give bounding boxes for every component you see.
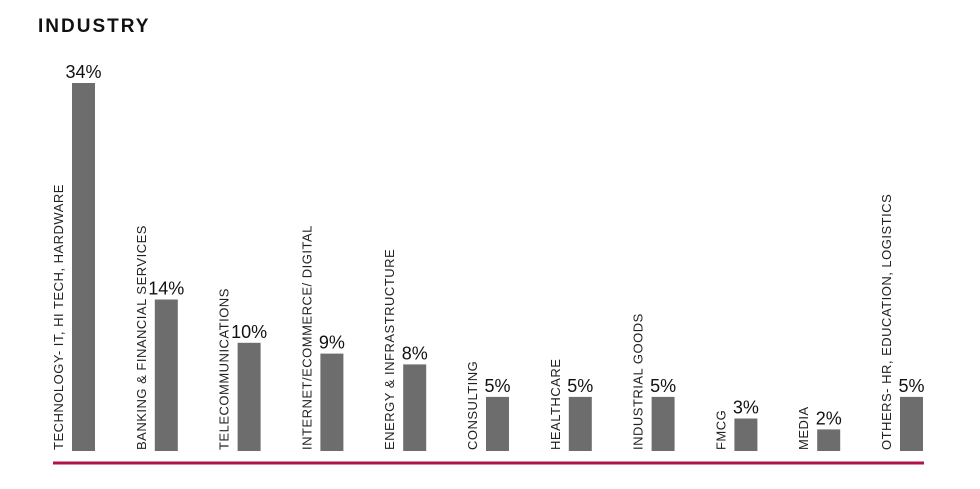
value-label-media: 2%	[816, 408, 842, 428]
bar-technology-it-hi-tech-hardware	[72, 83, 95, 451]
category-label-telecommunications: TELECOMMUNICATIONS	[217, 288, 232, 450]
category-label-energy-infrastructure: ENERGY & INFRASTRUCTURE	[382, 249, 397, 450]
value-label-others-hr-education-logistics: 5%	[898, 376, 924, 396]
value-label-banking-financial-services: 14%	[148, 279, 184, 299]
bar-fmcg	[734, 418, 758, 451]
category-label-healthcare: HEALTHCARE	[548, 359, 563, 450]
category-label-technology-it-hi-tech-hardware: TECHNOLOGY- IT, HI TECH, HARDWARE	[51, 184, 66, 450]
chart-title: INDUSTRY	[38, 16, 151, 37]
category-labels-group: TECHNOLOGY- IT, HI TECH, HARDWARE BANKING…	[51, 184, 894, 450]
value-label-energy-infrastructure: 8%	[402, 343, 428, 363]
value-labels-group: 34% 14% 10% 9% 8% 5% 5% 5% 3% 2% 5%	[65, 62, 924, 428]
value-label-internet-ecommerce-digital: 9%	[319, 333, 345, 353]
value-label-consulting: 5%	[484, 376, 510, 396]
value-label-healthcare: 5%	[567, 376, 593, 396]
value-label-telecommunications: 10%	[231, 322, 267, 342]
category-label-fmcg: FMCG	[713, 410, 728, 450]
category-label-banking-financial-services: BANKING & FINANCIAL SERVICES	[134, 225, 149, 450]
category-label-media: MEDIA	[796, 406, 811, 450]
bar-telecommunications	[237, 342, 261, 451]
category-label-industrial-goods: INDUSTRIAL GOODS	[631, 313, 646, 450]
value-label-industrial-goods: 5%	[650, 376, 676, 396]
value-label-technology-it-hi-tech-hardware: 34%	[65, 62, 101, 82]
category-label-others-hr-education-logistics: OTHERS- HR, EDUCATION, LOGISTICS	[879, 194, 894, 450]
value-label-fmcg: 3%	[733, 398, 759, 418]
bar-others-hr-education-logistics	[900, 396, 923, 451]
category-label-internet-ecommerce-digital: INTERNET/ECOMMERCE/ DIGITAL	[299, 225, 314, 450]
bars-group	[72, 83, 923, 451]
bar-media	[817, 429, 841, 451]
bar-energy-infrastructure	[403, 364, 427, 451]
bar-consulting	[486, 396, 509, 451]
bar-industrial-goods	[651, 396, 675, 451]
bar-internet-ecommerce-digital	[320, 353, 344, 451]
bar-healthcare	[568, 396, 592, 451]
bar-banking-financial-services	[154, 299, 178, 451]
category-label-consulting: CONSULTING	[465, 361, 480, 450]
